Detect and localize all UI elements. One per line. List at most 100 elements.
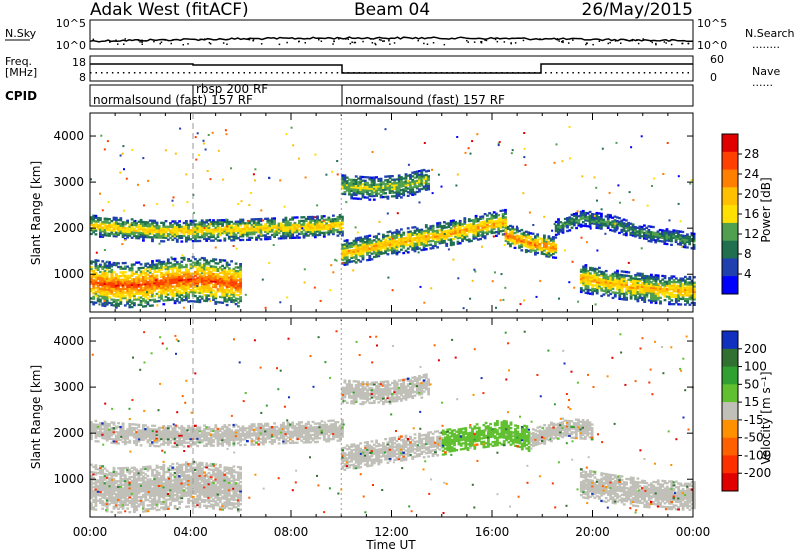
heatmap-cell: [232, 293, 236, 296]
heatmap-cell: [524, 234, 528, 237]
heatmap-cell: [395, 249, 399, 252]
heatmap-cell: [647, 232, 651, 235]
heatmap-cell: [509, 243, 512, 246]
heatmap-cell: [490, 219, 494, 222]
heatmap-cell: [153, 285, 157, 288]
heatmap-cell: [391, 248, 394, 251]
heatmap-cell: [602, 282, 606, 285]
heatmap-cell: [670, 288, 674, 291]
heatmap-cell: [209, 270, 213, 274]
heatmap-cell: [636, 292, 640, 295]
heatmap-cell: [110, 278, 114, 281]
heatmap-cell: [579, 210, 583, 213]
heatmap-cell: [205, 232, 209, 235]
heatmap-cell: [169, 289, 172, 292]
heatmap-cell: [95, 251, 98, 254]
heatmap-cell: [377, 192, 381, 195]
heatmap-cell: [341, 179, 345, 183]
heatmap-cell: [257, 218, 261, 221]
heatmap-cell: [268, 230, 272, 233]
heatmap-cell: [409, 230, 412, 233]
heatmap-cell: [589, 268, 592, 271]
heatmap-cell: [131, 148, 134, 151]
heatmap-cell: [515, 240, 519, 243]
heatmap-cell: [189, 232, 193, 235]
heatmap-cell: [92, 260, 96, 263]
colorbar-tick-label: 20: [744, 187, 759, 201]
heatmap-cell: [431, 224, 435, 228]
heatmap-cell: [173, 301, 177, 305]
nsearch-point: [539, 38, 541, 40]
heatmap-cell: [144, 235, 148, 239]
heatmap-cell: [96, 432, 100, 436]
heatmap-cell: [634, 231, 637, 234]
nave-point: [254, 72, 256, 74]
heatmap-cell: [329, 218, 333, 221]
heatmap-cell: [579, 287, 583, 290]
heatmap-cell: [230, 280, 233, 283]
heatmap-cell: [467, 231, 471, 234]
heatmap-cell: [196, 285, 199, 288]
heatmap-cell: [652, 288, 656, 291]
heatmap-cell: [372, 239, 376, 242]
heatmap-cell: [92, 214, 96, 217]
heatmap-cell: [646, 204, 649, 207]
heatmap-cell: [422, 187, 426, 190]
heatmap-cell: [681, 290, 685, 293]
heatmap-cell: [216, 288, 220, 291]
heatmap-cell: [110, 291, 114, 294]
heatmap-cell: [690, 294, 694, 297]
heatmap-cell: [241, 218, 245, 221]
heatmap-cell: [375, 242, 378, 245]
heatmap-cell: [237, 297, 240, 301]
heatmap-cell: [668, 219, 671, 222]
heatmap-cell: [101, 209, 104, 212]
heatmap-cell: [393, 240, 397, 243]
heatmap-cell: [90, 265, 93, 269]
heatmap-cell: [384, 235, 387, 238]
heatmap-cell: [645, 295, 649, 298]
heatmap-cell: [108, 221, 111, 224]
heatmap-cell: [631, 286, 635, 289]
heatmap-cell: [513, 246, 517, 249]
heatmap-cell: [382, 242, 385, 246]
heatmap-cell: [187, 282, 190, 285]
heatmap-cell: [573, 286, 576, 289]
heatmap-cell: [162, 225, 166, 228]
heatmap-cell: [472, 226, 476, 229]
heatmap-cell: [636, 274, 640, 277]
heatmap-cell: [157, 266, 161, 270]
heatmap-cell: [511, 231, 515, 234]
heatmap-cell: [357, 238, 360, 242]
nave-point: [550, 72, 552, 74]
heatmap-cell: [659, 302, 662, 305]
heatmap-cell: [600, 218, 603, 221]
heatmap-cell: [99, 425, 102, 429]
heatmap-cell: [549, 237, 553, 240]
heatmap-cell: [160, 230, 163, 234]
heatmap-cell: [291, 227, 295, 230]
heatmap-cell: [402, 192, 406, 195]
heatmap-cell: [318, 232, 322, 235]
heatmap-cell: [198, 154, 201, 157]
heatmap-cell: [139, 233, 143, 236]
heatmap-cell: [395, 243, 399, 247]
heatmap-cell: [279, 222, 283, 225]
heatmap-cell: [264, 230, 267, 233]
heatmap-cell: [423, 301, 426, 304]
heatmap-cell: [492, 214, 496, 218]
heatmap-cell: [616, 291, 619, 295]
heatmap-cell: [611, 220, 615, 223]
heatmap-cell: [615, 216, 619, 219]
heatmap-cell: [259, 227, 263, 230]
heatmap-cell: [209, 234, 213, 237]
heatmap-cell: [561, 227, 565, 230]
heatmap-cell: [693, 292, 696, 295]
heatmap-cell: [221, 281, 224, 284]
heatmap-cell: [690, 296, 694, 299]
heatmap-cell: [285, 133, 288, 136]
heatmap-cell: [108, 223, 111, 226]
heatmap-cell: [527, 242, 530, 245]
heatmap-cell: [291, 225, 295, 228]
heatmap-cell: [620, 286, 624, 290]
